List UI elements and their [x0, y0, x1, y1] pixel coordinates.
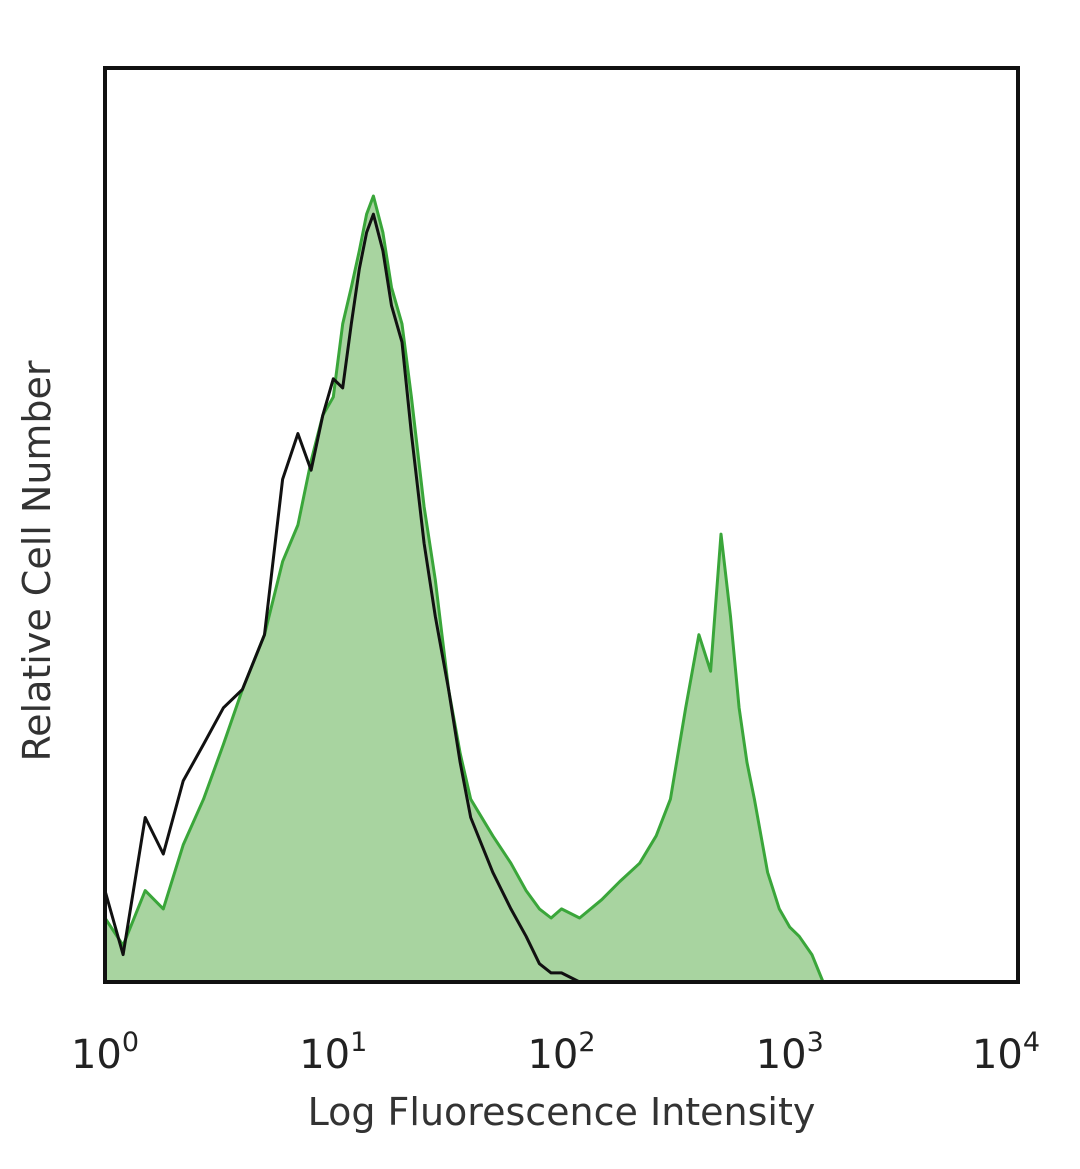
x-tick-label: 100 [71, 1027, 139, 1078]
x-tick-label: 102 [527, 1027, 595, 1078]
series-1-line [103, 212, 602, 984]
series-0-area [105, 196, 824, 982]
series-0-line [103, 194, 825, 983]
x-tick-label: 101 [299, 1027, 367, 1078]
x-tick-labels: 100 101 102 103 104 [71, 1027, 1040, 1078]
x-axis-label: Log Fluorescence Intensity [308, 1090, 816, 1134]
x-tick-label: 103 [756, 1027, 824, 1078]
x-tick-label: 104 [972, 1027, 1040, 1078]
plot-area [103, 194, 825, 984]
plot-frame [103, 66, 1020, 984]
y-axis-label: Relative Cell Number [15, 360, 59, 761]
